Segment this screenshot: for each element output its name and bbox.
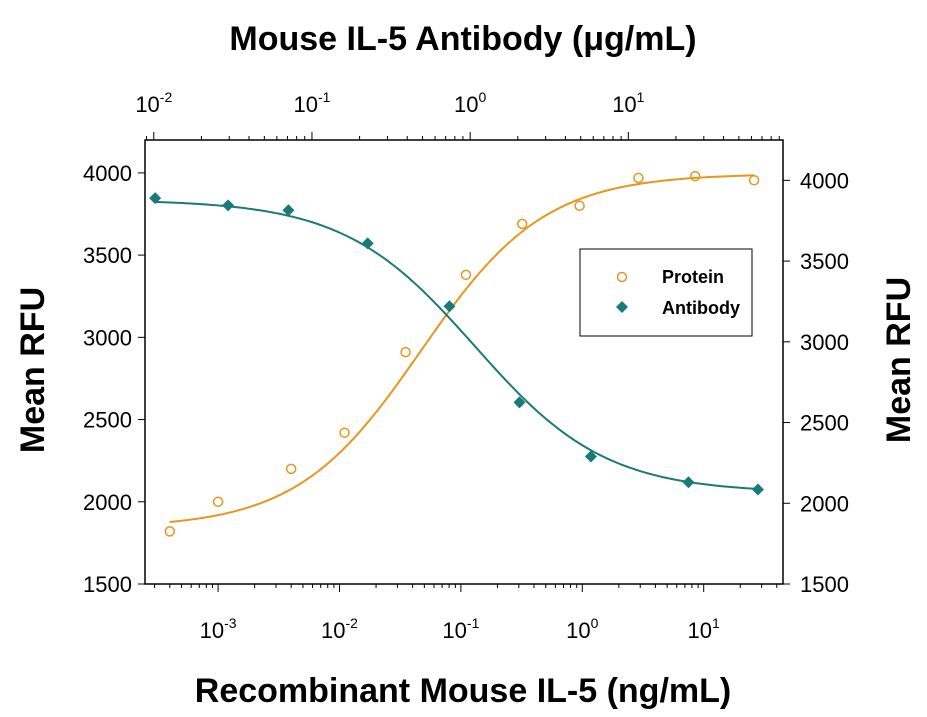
data-point-antibody [682,476,695,489]
legend-box [579,248,753,337]
x-top-tick-label: 10-2 [135,89,172,117]
data-point-protein [285,463,297,475]
data-points [149,170,764,537]
y-axis-label-right: Mean RFU [880,277,918,443]
y-left-tick-label: 3000 [83,325,132,350]
data-point-protein [633,172,644,184]
y-left-tick-label: 1500 [83,572,132,597]
y-right-tick-label: 3000 [800,330,849,355]
fit-curve-protein [169,174,755,523]
y-right-tick-label: 4000 [800,168,849,193]
data-point-protein [164,526,176,537]
legend-marker-antibody [616,301,628,313]
x-bottom-tick-label: 100 [566,615,598,643]
top-x-axis: 10-2 10-1 100 101 [135,89,780,140]
x-top-tick-label: 10-1 [293,89,330,117]
x-top-tick-label: 101 [612,89,644,117]
data-point-antibody [751,483,764,496]
y-left-tick-label: 2500 [83,408,132,433]
data-point-protein [748,175,760,186]
data-point-antibody [282,204,295,217]
y-right-tick-label: 2000 [800,491,849,516]
left-y-axis: 1500 2000 2500 3000 3500 4000 [83,161,145,597]
data-point-protein [689,170,701,182]
y-left-tick-label: 2000 [83,490,132,515]
y-left-tick-label: 4000 [83,161,132,186]
y-left-tick-label: 3500 [83,243,132,268]
bottom-x-axis: 10-3 10-2 10-1 100 101 [154,584,778,643]
legend-label-antibody: Antibody [662,298,740,318]
legend-marker-protein [616,271,628,283]
data-point-protein [212,496,224,508]
fit-curve-antibody [155,200,759,490]
data-point-protein [339,427,350,438]
data-point-protein [516,218,528,230]
data-point-antibody [361,237,374,250]
chart-title: Mouse IL-5 Antibody (μg/mL) [229,20,696,58]
plot-area [144,139,784,585]
y-right-tick-label: 3500 [800,249,849,274]
x-top-tick-label: 100 [454,89,486,117]
x-bottom-tick-label: 10-3 [200,615,237,643]
data-point-antibody [443,300,456,313]
fit-curves [155,174,759,523]
right-y-axis: 1500 2000 2500 3000 3500 4000 [783,168,849,597]
y-right-tick-label: 1500 [800,572,849,597]
data-point-protein [460,269,472,281]
data-point-antibody [584,450,597,463]
x-bottom-tick-label: 10-1 [442,615,479,643]
y-right-tick-label: 2500 [800,411,849,436]
data-point-protein [574,200,585,212]
legend-label-protein: Protein [662,267,724,287]
data-point-antibody [513,396,526,409]
data-point-protein [400,346,411,358]
x-axis-label: Recombinant Mouse IL-5 (ng/mL) [195,672,731,710]
x-bottom-tick-label: 101 [688,615,720,643]
data-point-antibody [149,192,162,205]
y-axis-label-left: Mean RFU [14,287,52,453]
data-point-antibody [222,199,235,212]
legend: Protein Antibody [579,248,753,337]
x-bottom-tick-label: 10-2 [321,615,358,643]
